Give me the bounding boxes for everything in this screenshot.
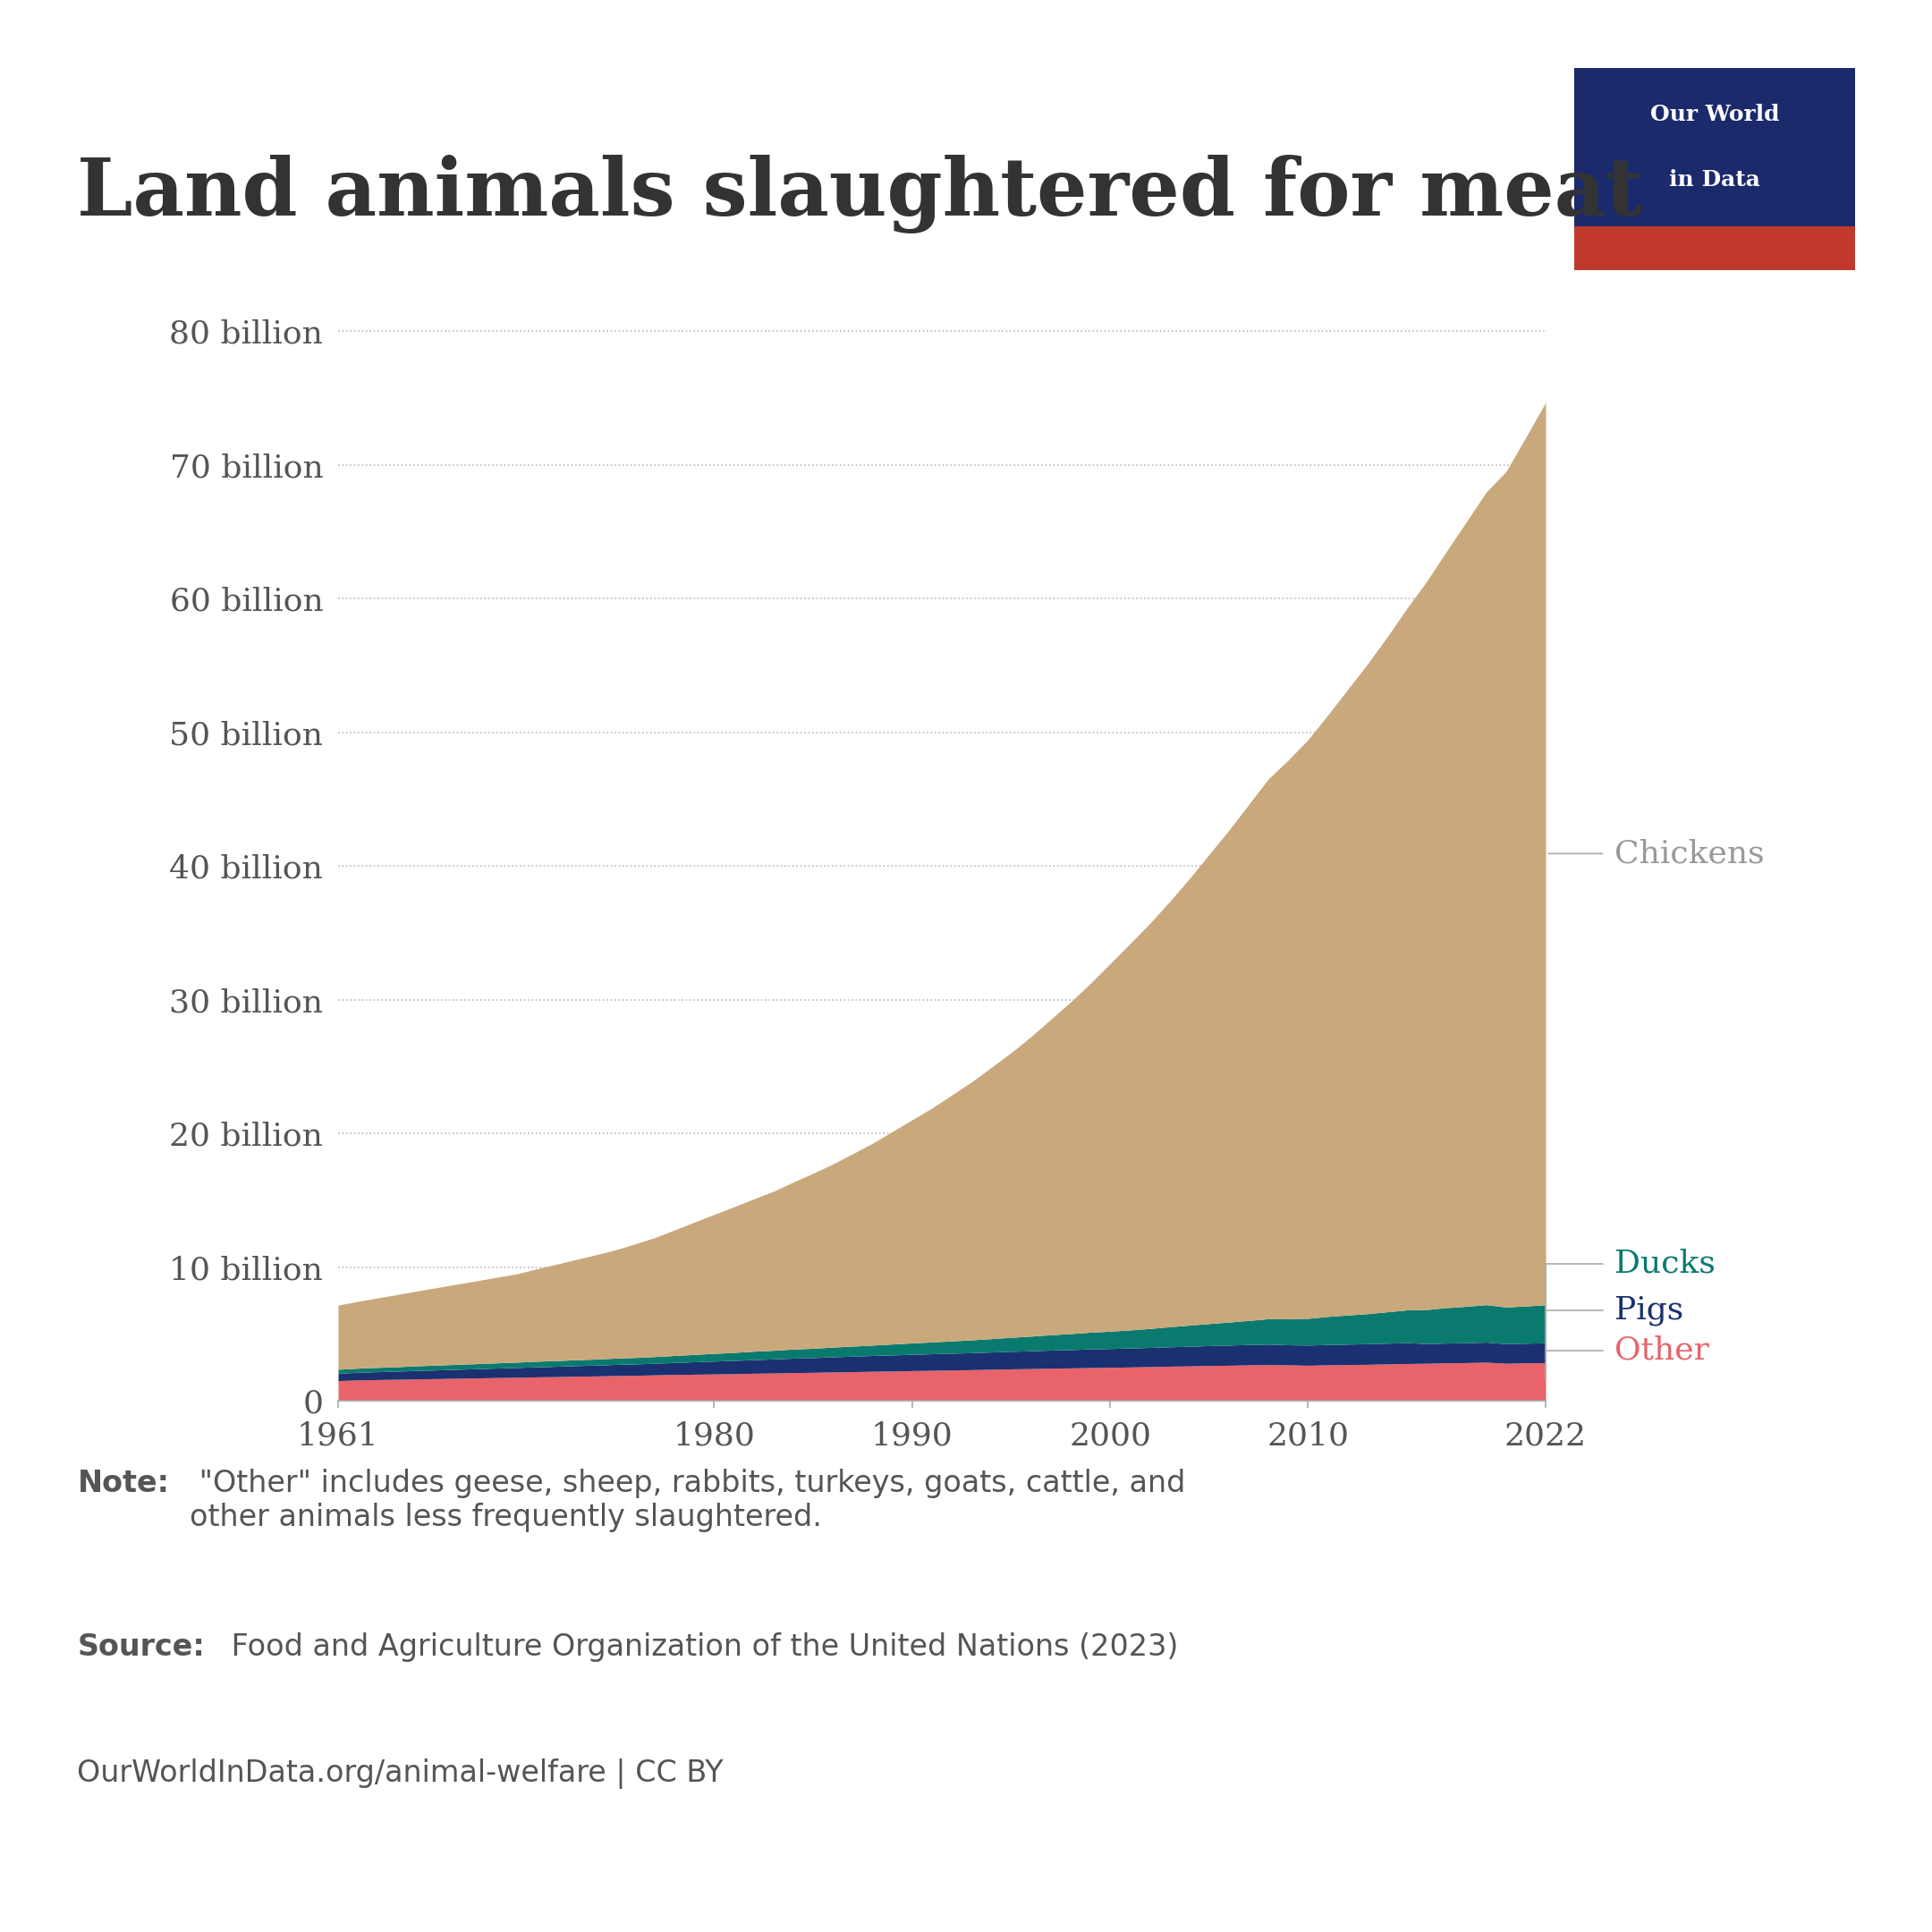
Text: Note:: Note: — [77, 1468, 170, 1497]
Text: Food and Agriculture Organization of the United Nations (2023): Food and Agriculture Organization of the… — [222, 1633, 1179, 1662]
Text: OurWorldInData.org/animal-welfare | CC BY: OurWorldInData.org/animal-welfare | CC B… — [77, 1758, 724, 1789]
Text: in Data: in Data — [1669, 168, 1760, 191]
Text: Source:: Source: — [77, 1633, 205, 1662]
Text: Chickens: Chickens — [1615, 838, 1764, 869]
Text: Land animals slaughtered for meat: Land animals slaughtered for meat — [77, 155, 1642, 234]
Text: "Other" includes geese, sheep, rabbits, turkeys, goats, cattle, and
other animal: "Other" includes geese, sheep, rabbits, … — [189, 1468, 1184, 1532]
FancyBboxPatch shape — [1575, 68, 1855, 226]
Text: Our World: Our World — [1650, 104, 1779, 126]
Text: Ducks: Ducks — [1615, 1248, 1716, 1279]
Text: Pigs: Pigs — [1615, 1294, 1685, 1325]
FancyBboxPatch shape — [1575, 226, 1855, 270]
Text: Other: Other — [1615, 1335, 1710, 1366]
